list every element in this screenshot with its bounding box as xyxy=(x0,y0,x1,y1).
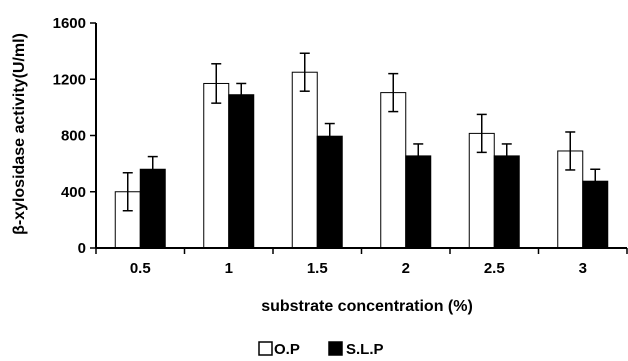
x-tick-label: 2.5 xyxy=(484,260,505,277)
x-tick-label: 1 xyxy=(225,260,233,277)
legend: O.P S.L.P xyxy=(258,341,384,358)
x-tick-label: 2 xyxy=(402,260,410,277)
bar-op xyxy=(203,82,230,249)
bar-slp xyxy=(316,135,343,249)
x-axis-title: substrate concentration (%) xyxy=(261,298,473,315)
x-tick-label: 1.5 xyxy=(307,260,328,277)
y-tick-label: 1600 xyxy=(53,15,86,32)
y-tick-label: 1200 xyxy=(53,71,86,88)
y-tick-labels: 0 400 800 1200 1600 xyxy=(53,15,86,257)
axes xyxy=(90,22,628,254)
bar-op xyxy=(380,92,407,249)
bars xyxy=(114,71,609,249)
y-tick-label: 400 xyxy=(61,184,86,201)
y-tick-label: 800 xyxy=(61,128,86,145)
legend-swatch-slp xyxy=(328,341,343,356)
bar-op xyxy=(291,71,318,249)
bar-slp xyxy=(405,155,432,249)
legend-swatch-op xyxy=(258,341,273,356)
legend-label-op: O.P xyxy=(274,341,300,358)
bar-slp xyxy=(493,155,520,249)
x-tick-label: 0.5 xyxy=(130,260,151,277)
y-axis-title: β-xylosidase activity(U/ml) xyxy=(11,33,28,235)
error-bars xyxy=(122,52,601,212)
y-tick-label: 0 xyxy=(78,240,86,257)
legend-label-slp: S.L.P xyxy=(346,341,384,358)
x-tick-label: 3 xyxy=(579,260,587,277)
x-tick-labels: 0.5 1 1.5 2 2.5 3 xyxy=(130,260,587,277)
bar-slp xyxy=(228,94,255,249)
